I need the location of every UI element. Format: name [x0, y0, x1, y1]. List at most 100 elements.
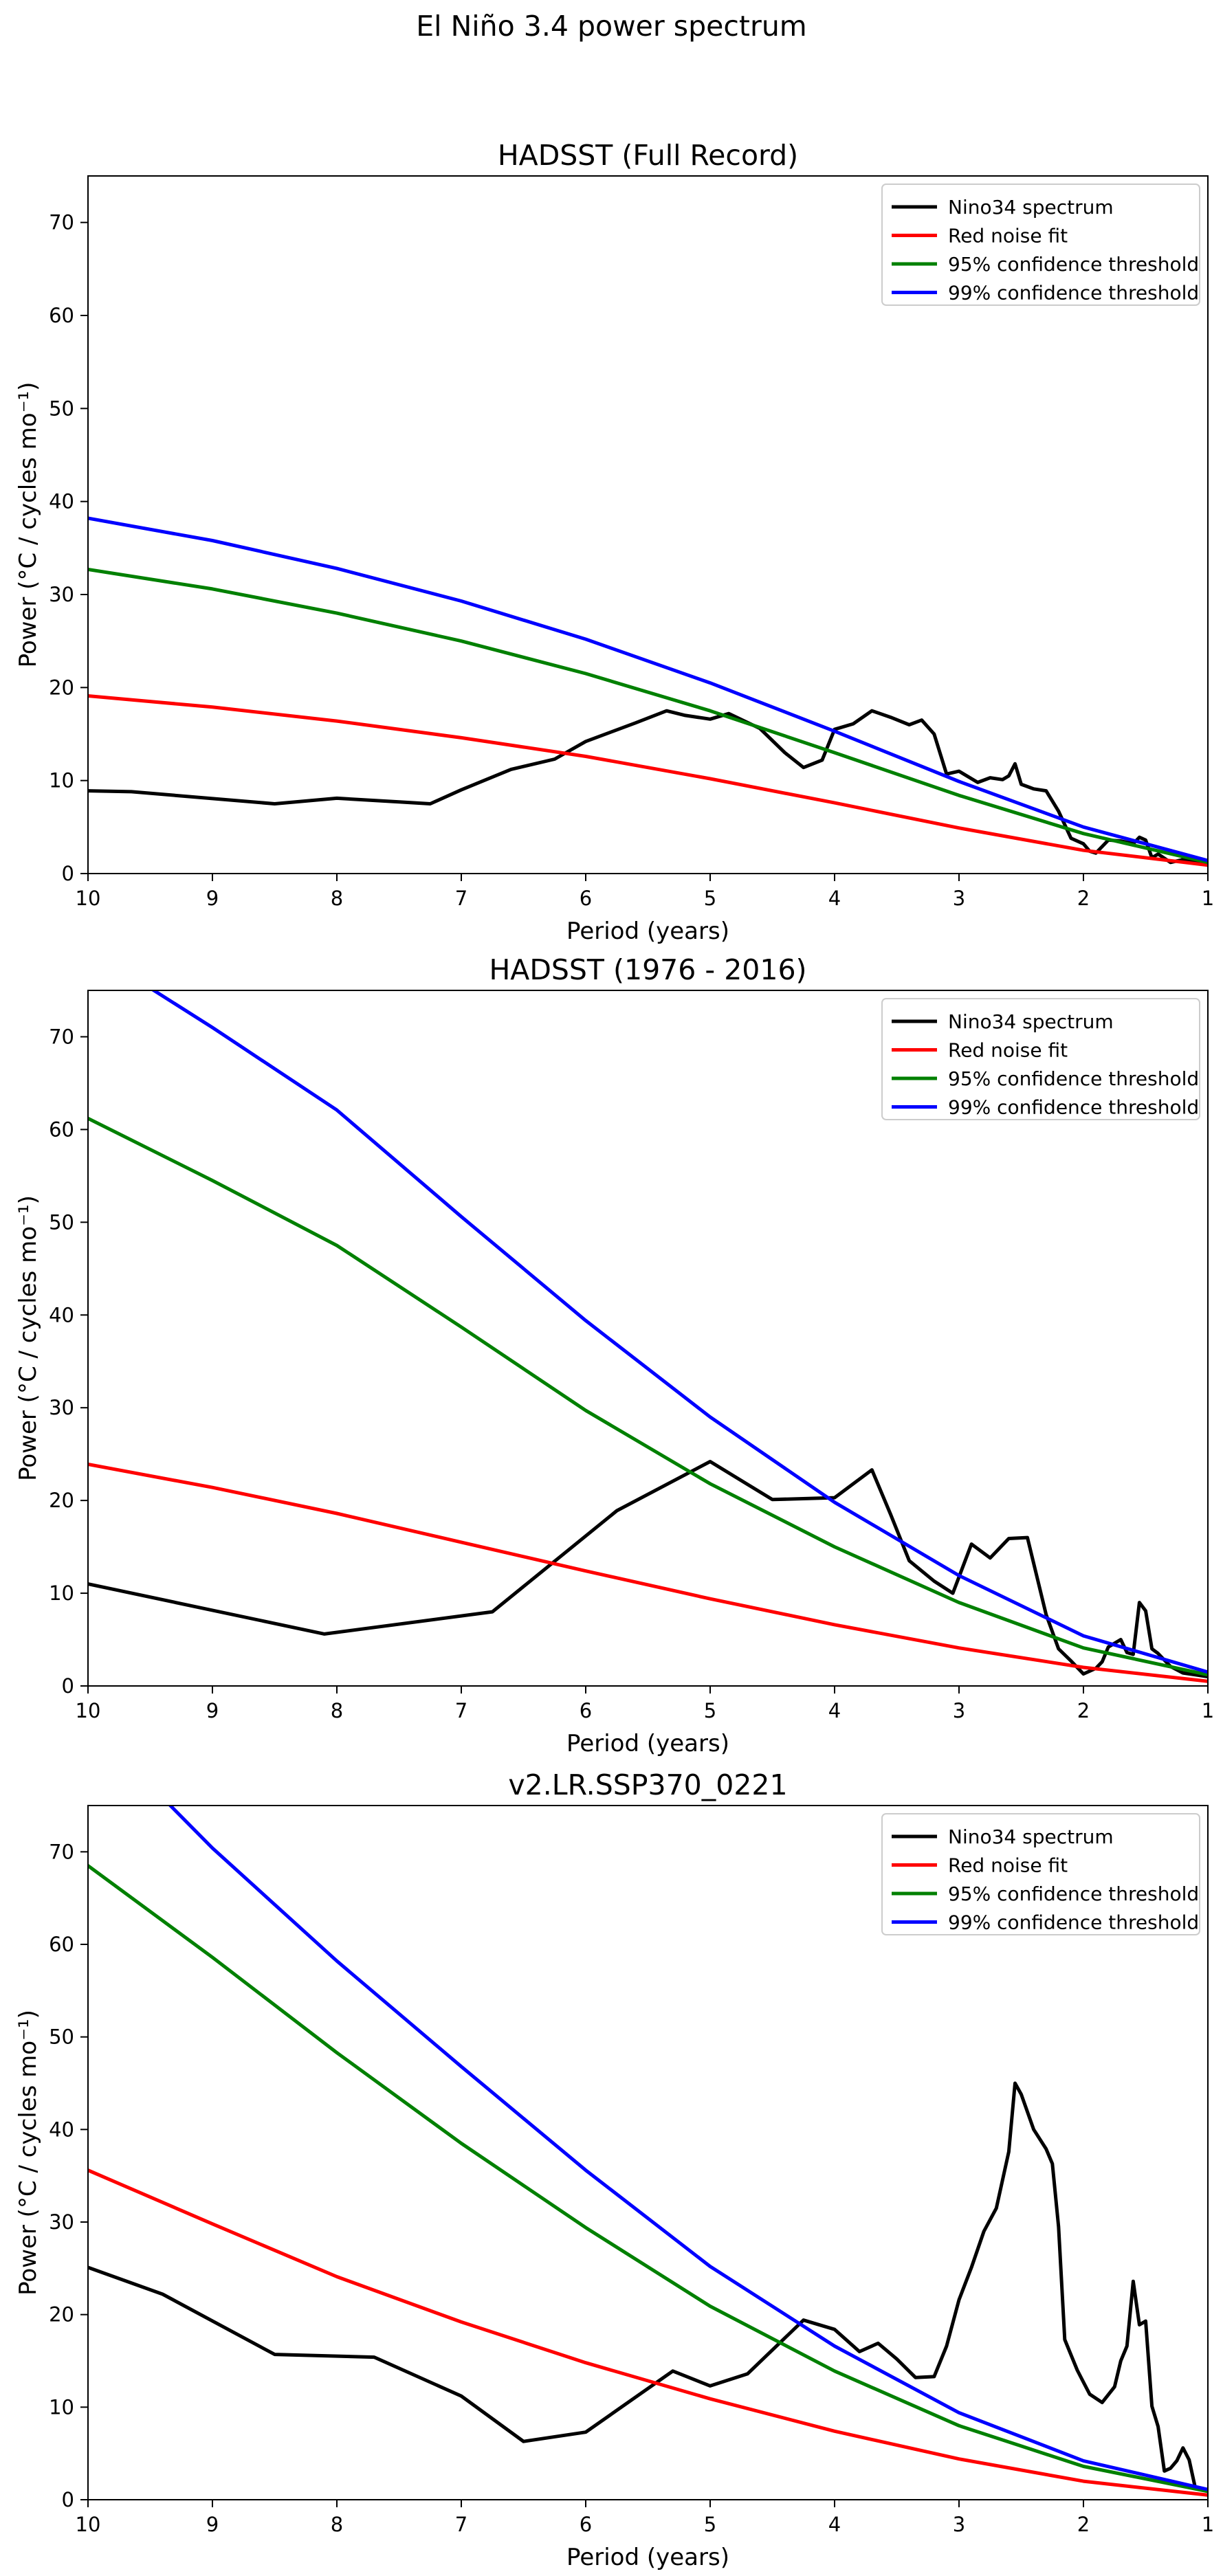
- x-axis-label: Period (years): [566, 918, 729, 945]
- x-tick-label: 8: [331, 1699, 343, 1722]
- legend-box: [881, 184, 1200, 306]
- y-axis-label: Power (°C / cycles mo⁻¹): [14, 1195, 42, 1481]
- legend-label: 99% confidence threshold: [948, 1096, 1199, 1119]
- legend-label: 95% confidence threshold: [948, 253, 1199, 276]
- series-line-99-confidence-threshold: [151, 990, 1208, 1674]
- x-tick-label: 3: [953, 887, 965, 910]
- series-line-99-confidence-threshold: [168, 1806, 1208, 2491]
- legend-label: 95% confidence threshold: [948, 1883, 1199, 1905]
- y-tick-label: 0: [62, 1674, 74, 1698]
- series-line-nino34-spectrum: [88, 1460, 1208, 1678]
- series-line-red-noise-fit: [88, 1463, 1208, 1683]
- legend-label: Nino34 spectrum: [948, 196, 1114, 219]
- legend-label: Nino34 spectrum: [948, 1010, 1114, 1033]
- x-tick-label: 7: [455, 887, 467, 910]
- x-tick-label: 2: [1077, 1699, 1090, 1722]
- x-tick-label: 6: [580, 1699, 592, 1722]
- y-tick-label: 20: [49, 1489, 74, 1512]
- chart-panel-3: 10 9 8 7 6 5 4 3 2 1010203040506070v2.LR.SSP370_0…: [14, 1768, 1214, 2571]
- y-tick-label: 10: [49, 1581, 74, 1605]
- axes-frame: [87, 990, 1209, 1687]
- legend-label: Nino34 spectrum: [948, 1825, 1114, 1848]
- y-tick-label: 30: [49, 1396, 74, 1419]
- x-tick-label: 3: [953, 1699, 965, 1722]
- y-tick-label: 70: [49, 1025, 74, 1048]
- legend-box: [881, 1813, 1200, 1935]
- x-axis-label: Period (years): [566, 1730, 729, 1757]
- x-tick-label: 3: [953, 2513, 965, 2536]
- legend-label: Red noise fit: [948, 225, 1068, 247]
- x-axis-label: Period (years): [566, 2544, 729, 2571]
- y-tick-label: 20: [49, 2303, 74, 2327]
- x-tick-label: 1: [1202, 887, 1214, 910]
- series-line-95-confidence-threshold: [88, 568, 1208, 865]
- y-tick-label: 40: [49, 1303, 74, 1326]
- legend: Nino34 spectrum Red noise fit 95% confiden…: [881, 998, 1200, 1120]
- x-tick-label: 2: [1077, 2513, 1090, 2536]
- legend-label: 95% confidence threshold: [948, 1067, 1199, 1090]
- x-tick-label: 6: [580, 887, 592, 910]
- legend-label: Red noise fit: [948, 1854, 1068, 1877]
- y-tick-label: 60: [49, 1933, 74, 1956]
- legend-label: 99% confidence threshold: [948, 1911, 1199, 1934]
- y-tick-label: 70: [49, 211, 74, 234]
- series-line-red-noise-fit: [88, 694, 1208, 867]
- x-tick-label: 6: [580, 2513, 592, 2536]
- chart-title: HADSST (1976 - 2016): [489, 953, 806, 986]
- y-tick-label: 60: [49, 304, 74, 327]
- y-tick-label: 0: [62, 862, 74, 885]
- y-axis-label: Power (°C / cycles mo⁻¹): [14, 382, 42, 668]
- axes-frame: [87, 175, 1209, 874]
- x-tick-label: 4: [828, 1699, 841, 1722]
- x-tick-label: 9: [206, 1699, 219, 1722]
- x-tick-label: 8: [331, 887, 343, 910]
- chart-title: v2.LR.SSP370_0221: [508, 1768, 787, 1801]
- x-tick-label: 10: [76, 2513, 101, 2536]
- y-tick-label: 0: [62, 2488, 74, 2511]
- y-tick-label: 40: [49, 2118, 74, 2141]
- x-tick-label: 1: [1202, 1699, 1214, 1722]
- legend-label: 99% confidence threshold: [948, 282, 1199, 304]
- figure-title: El Niño 3.4 power spectrum: [416, 10, 807, 43]
- series-line-red-noise-fit: [88, 2168, 1208, 2497]
- series-line-99-confidence-threshold: [88, 516, 1208, 863]
- legend-label: Red noise fit: [948, 1039, 1068, 1062]
- y-axis-label: Power (°C / cycles mo⁻¹): [14, 2010, 42, 2296]
- x-tick-label: 7: [455, 2513, 467, 2536]
- chart-title: HADSST (Full Record): [498, 139, 798, 172]
- x-tick-label: 9: [206, 2513, 219, 2536]
- y-tick-label: 70: [49, 1840, 74, 1863]
- x-tick-label: 8: [331, 2513, 343, 2536]
- y-tick-label: 20: [49, 676, 74, 699]
- series-line-nino34-spectrum: [88, 2081, 1208, 2494]
- y-tick-label: 30: [49, 583, 74, 606]
- y-tick-label: 60: [49, 1118, 74, 1141]
- series-line-95-confidence-threshold: [88, 1864, 1208, 2494]
- y-tick-label: 50: [49, 1210, 74, 1234]
- y-tick-label: 50: [49, 2025, 74, 2049]
- x-tick-label: 5: [704, 887, 716, 910]
- legend: Nino34 spectrum Red noise fit 95% confiden…: [881, 184, 1200, 306]
- x-tick-label: 7: [455, 1699, 467, 1722]
- series-line-95-confidence-threshold: [88, 1116, 1208, 1677]
- x-tick-label: 10: [76, 887, 101, 910]
- plot-area: [88, 516, 1208, 867]
- x-tick-label: 9: [206, 887, 219, 910]
- plot-area: [88, 990, 1208, 1683]
- legend: Nino34 spectrum Red noise fit 95% confiden…: [881, 1813, 1200, 1935]
- x-tick-label: 10: [76, 1699, 101, 1722]
- axes-frame: [87, 1805, 1209, 2500]
- x-tick-label: 4: [828, 2513, 841, 2536]
- y-tick-label: 50: [49, 397, 74, 420]
- y-tick-label: 40: [49, 490, 74, 513]
- x-tick-label: 4: [828, 887, 841, 910]
- y-tick-label: 10: [49, 2395, 74, 2419]
- x-tick-label: 5: [704, 2513, 716, 2536]
- legend-box: [881, 998, 1200, 1120]
- plot-area: [88, 1806, 1208, 2497]
- x-tick-label: 1: [1202, 2513, 1214, 2536]
- x-tick-label: 5: [704, 1699, 716, 1722]
